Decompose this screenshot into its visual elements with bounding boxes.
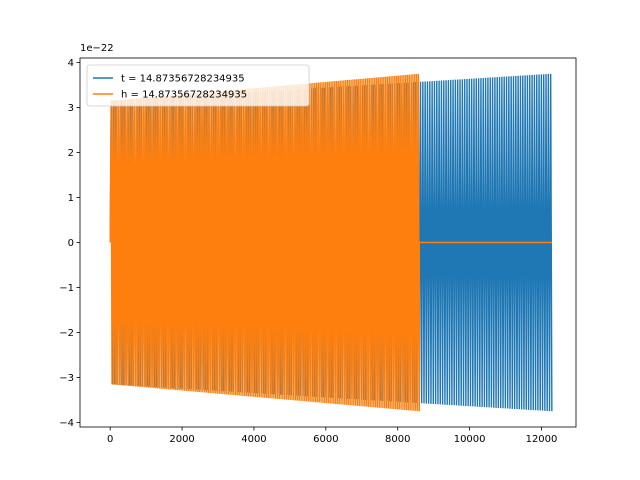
x-tick-label: 2000: [169, 434, 194, 445]
y-tick-label: 0: [68, 238, 74, 249]
y-axis: −4 −3 −2 −1 0 1 2 3 4: [59, 58, 80, 429]
x-tick-label: 10000: [454, 434, 486, 445]
y-tick-label: −1: [59, 283, 74, 294]
y-tick-label: 2: [68, 148, 74, 159]
y-tick-label: −3: [59, 373, 74, 384]
y-tick-label: 3: [68, 103, 74, 114]
y-tick-label: 4: [68, 58, 74, 69]
x-tick-label: 12000: [526, 434, 558, 445]
legend-box: [86, 64, 310, 107]
y-tick-label: −2: [59, 328, 74, 339]
y-tick-label: −4: [59, 418, 74, 429]
x-tick-label: 4000: [241, 434, 266, 445]
y-offset-label: 1e−22: [80, 43, 114, 54]
legend-label-2: h = 14.87356728234935: [121, 90, 247, 101]
x-tick-label: 6000: [313, 434, 338, 445]
legend: t = 14.87356728234935 h = 14.873567282349…: [86, 64, 310, 107]
x-tick-label: 8000: [385, 434, 410, 445]
x-axis: 0 2000 4000 6000 8000 10000 12000: [107, 427, 557, 445]
legend-label-1: t = 14.87356728234935: [121, 74, 245, 85]
x-tick-label: 0: [107, 434, 113, 445]
y-tick-label: 1: [68, 193, 74, 204]
